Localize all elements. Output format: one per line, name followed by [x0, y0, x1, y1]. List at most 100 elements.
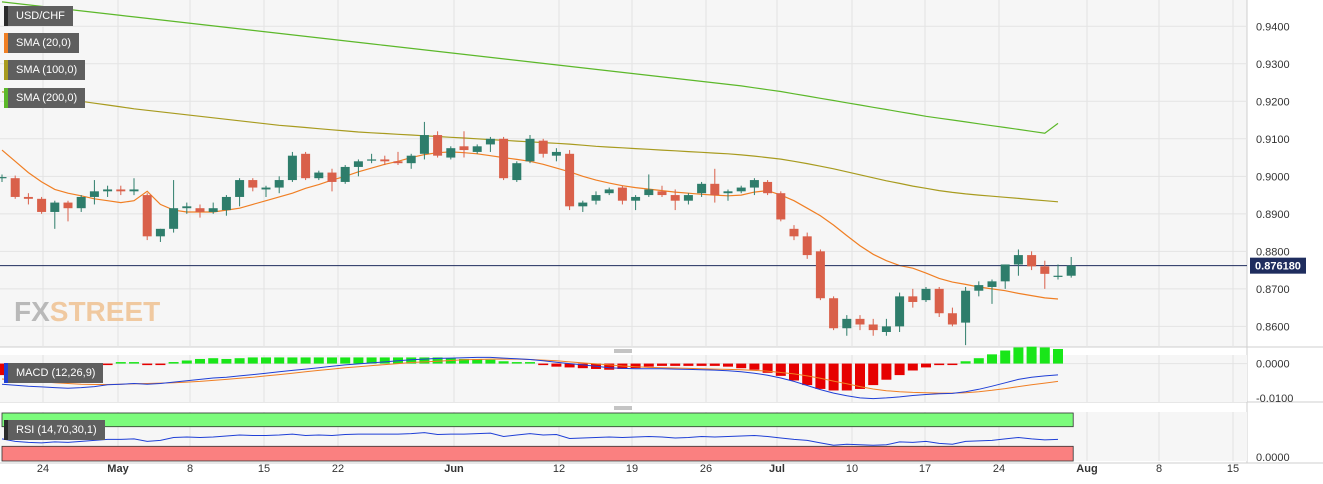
candles	[0, 121, 1076, 346]
candle-up	[974, 285, 984, 291]
candle-up	[50, 202, 60, 212]
macd-histogram-bar	[973, 358, 984, 364]
x-tick-label: 8	[187, 463, 193, 475]
candle-up	[340, 166, 350, 182]
legend-sma200[interactable]: SMA (200,0)	[4, 88, 86, 108]
rsi-tick-label: 0.0000	[1256, 452, 1290, 464]
candle-down	[829, 298, 839, 329]
legend-sma100[interactable]: SMA (100,0)	[4, 60, 86, 80]
candle-up	[155, 228, 165, 237]
legend-rsi[interactable]: RSI (14,70,30,1)	[4, 420, 105, 440]
macd-histogram-bar	[261, 357, 271, 364]
candle-up	[644, 189, 654, 196]
macd-histogram-bar	[313, 357, 324, 364]
price-tick-label: 0.8800	[1256, 246, 1290, 258]
x-tick-label: 24	[993, 463, 1005, 475]
candle-up	[631, 196, 641, 201]
price-panel-bg	[0, 0, 1247, 347]
macd-histogram-bar	[551, 363, 562, 367]
x-tick-label: 12	[553, 463, 565, 475]
candle-down	[248, 180, 258, 188]
macd-histogram-bar	[987, 354, 997, 364]
candle-up	[1053, 275, 1063, 277]
candle-up	[419, 135, 429, 154]
candle-up	[169, 208, 179, 229]
price-tick-label: 0.9100	[1256, 134, 1290, 146]
macd-histogram-bar	[274, 357, 285, 364]
macd-histogram-bar	[538, 363, 549, 366]
macd-histogram-bar	[868, 363, 879, 386]
candle-down	[1040, 266, 1050, 274]
macd-line	[1, 356, 1059, 400]
macd-histogram-bar	[419, 357, 430, 364]
candle-up	[103, 189, 113, 192]
candle-up	[89, 191, 99, 197]
macd-histogram-bar	[287, 357, 298, 364]
fxstreet-watermark: FXSTREET	[14, 296, 160, 328]
macd-histogram-bar	[855, 363, 865, 389]
macd-histogram-bar	[657, 363, 667, 366]
candle-down	[776, 193, 786, 220]
macd-histogram-bar	[129, 362, 139, 364]
candle-up	[749, 180, 759, 188]
price-tick-label: 0.9300	[1256, 59, 1290, 71]
candle-up	[287, 155, 297, 181]
macd-histogram-bar	[709, 363, 720, 366]
legend-macd[interactable]: MACD (12,26,9)	[4, 363, 104, 383]
candle-up	[842, 318, 852, 329]
macd-tick-label: 0.0000	[1256, 359, 1290, 371]
candle-down	[947, 313, 957, 325]
macd-histogram-bar	[221, 358, 232, 364]
price-tick-label: 0.9200	[1256, 96, 1290, 108]
candle-up	[525, 138, 535, 162]
macd-histogram-bar	[604, 363, 615, 370]
legend-symbol-label: USD/CHF	[16, 10, 65, 22]
macd-histogram-bar	[406, 357, 417, 364]
legend-sma20-label: SMA (20,0)	[16, 37, 72, 49]
macd-histogram-bar	[683, 363, 694, 366]
candle-down	[670, 195, 680, 201]
macd-histogram-bar	[643, 363, 654, 367]
candle-up	[367, 159, 377, 161]
macd-histogram-bar	[168, 362, 179, 364]
candle-up	[353, 161, 363, 167]
candle-up	[76, 196, 86, 209]
candle-down	[657, 191, 667, 196]
candle-down	[763, 181, 773, 194]
legend-sma20[interactable]: SMA (20,0)	[4, 33, 80, 53]
macd-histogram-bar	[300, 357, 311, 364]
rsi-series	[1, 412, 1074, 462]
macd-histogram-bar	[498, 361, 509, 364]
price-tick-label: 0.9400	[1256, 21, 1290, 33]
price-tick-label: 0.9000	[1256, 171, 1290, 183]
candle-down	[617, 187, 627, 201]
watermark-street: STREET	[49, 296, 161, 327]
legend-sma100-label: SMA (100,0)	[16, 64, 78, 76]
legend-sma200-label: SMA (200,0)	[16, 92, 78, 104]
candle-up	[578, 202, 588, 207]
x-tick-label: Jul	[769, 463, 785, 475]
macd-histogram-bar	[115, 362, 126, 364]
candle-down	[195, 208, 205, 212]
candle-down	[327, 172, 337, 182]
macd-histogram-bar	[379, 357, 390, 364]
candle-up	[1066, 265, 1076, 276]
macd-histogram-bar	[181, 360, 192, 364]
macd-histogram-bar	[630, 363, 641, 369]
candle-down	[23, 196, 33, 199]
candle-up	[512, 163, 522, 181]
candle-up	[208, 208, 218, 212]
sma200-line	[1, 1, 1059, 134]
macd-histogram-bar	[947, 363, 958, 366]
candle-down	[142, 195, 152, 237]
legend-symbol[interactable]: USD/CHF	[4, 6, 73, 26]
candle-up	[723, 191, 733, 194]
candle-down	[459, 146, 469, 151]
x-tick-label: Jun	[444, 463, 464, 475]
macd-histogram-bar	[1026, 346, 1037, 364]
current-price-label: 0.876180	[1255, 261, 1301, 273]
candle-down	[934, 288, 944, 314]
macd-histogram-bar	[155, 363, 166, 366]
macd-histogram-bar	[828, 363, 839, 391]
macd-histogram-bar	[802, 363, 813, 386]
